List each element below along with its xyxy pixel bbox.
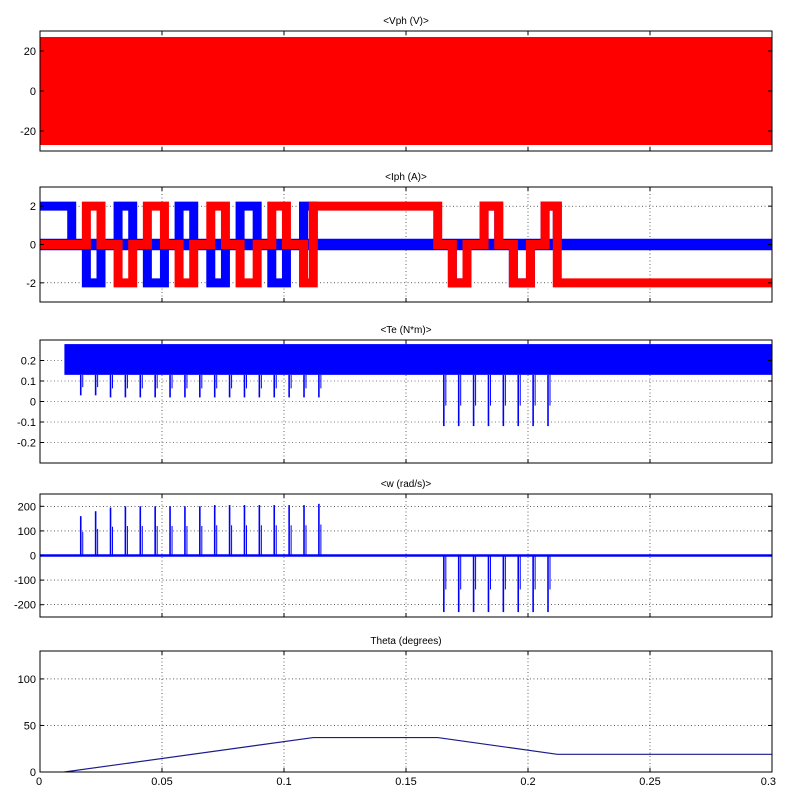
y-tick-label: 0 <box>30 767 36 779</box>
panel-title: <Iph (A)> <box>385 172 427 183</box>
x-axis: 0 0.05 0.1 0.15 0.2 0.25 0.3 <box>36 651 776 788</box>
x-tick-label: 0 <box>36 776 42 788</box>
x-tick-label: 0.05 <box>151 776 172 788</box>
y-tick-label: -200 <box>14 600 36 612</box>
y-axis: 0 50 100 <box>18 674 772 779</box>
x-tick-label: 0.15 <box>395 776 416 788</box>
x-tick-label: 0.2 <box>520 776 535 788</box>
y-tick-label: -100 <box>14 575 36 587</box>
y-tick-label: 0.2 <box>21 356 36 368</box>
x-axis <box>39 494 773 617</box>
y-tick-label: 20 <box>24 46 36 58</box>
y-tick-label: -20 <box>20 126 36 138</box>
y-tick-label: 100 <box>18 674 36 686</box>
y-axis: -20 0 20 <box>20 46 772 138</box>
y-tick-label: 0.1 <box>21 376 36 388</box>
panel-5: Theta (degrees) 0 50 100 0 0.05 0.1 0.15 0.2 0.25… <box>18 636 776 788</box>
series-group <box>64 344 772 427</box>
y-tick-label: -0.1 <box>17 417 36 429</box>
panel-title: <Te (N*m)> <box>380 325 431 336</box>
x-tick-label: 0.3 <box>761 776 776 788</box>
y-tick-label: 50 <box>24 720 36 732</box>
series-step-line <box>40 201 772 288</box>
panel-1: <Vph (V)> -20 0 20 <box>20 16 773 152</box>
y-tick-label: 0 <box>30 551 36 563</box>
x-tick-label: 0.25 <box>639 776 660 788</box>
y-axis: -200 -100 0 100 200 <box>14 501 772 612</box>
series-band <box>64 344 772 375</box>
y-tick-label: -2 <box>26 278 36 290</box>
panel-title: <w (rad/s)> <box>381 479 432 490</box>
x-axis <box>39 31 773 151</box>
y-tick-label: 0 <box>30 240 36 252</box>
panel-2: <Iph (A)> -2 0 2 <box>26 172 773 303</box>
y-tick-label: -0.2 <box>17 438 36 450</box>
series-line <box>64 736 772 772</box>
series-group <box>64 736 772 772</box>
x-axis <box>39 340 773 463</box>
panel-title: Theta (degrees) <box>370 636 441 647</box>
series-group <box>40 201 772 288</box>
series-group <box>40 503 772 613</box>
y-tick-label: 100 <box>18 526 36 538</box>
x-tick-label: 0.1 <box>276 776 291 788</box>
y-tick-label: 0 <box>30 86 36 98</box>
y-tick-label: 2 <box>30 201 36 213</box>
panel-3: <Te (N*m)> -0.2 -0.1 0 0.1 0.2 <box>17 325 773 464</box>
series-group <box>40 37 772 145</box>
series-band <box>40 37 772 145</box>
y-tick-label: 0 <box>30 397 36 409</box>
series-band <box>40 554 772 557</box>
y-axis: -2 0 2 <box>26 201 772 290</box>
panel-4: <w (rad/s)> -200 -100 0 100 200 <box>14 479 773 618</box>
y-axis: -0.2 -0.1 0 0.1 0.2 <box>17 356 772 450</box>
grid-lines <box>40 651 772 772</box>
x-axis <box>39 187 773 302</box>
y-tick-label: 200 <box>18 501 36 513</box>
panel-title: <Vph (V)> <box>383 16 429 27</box>
